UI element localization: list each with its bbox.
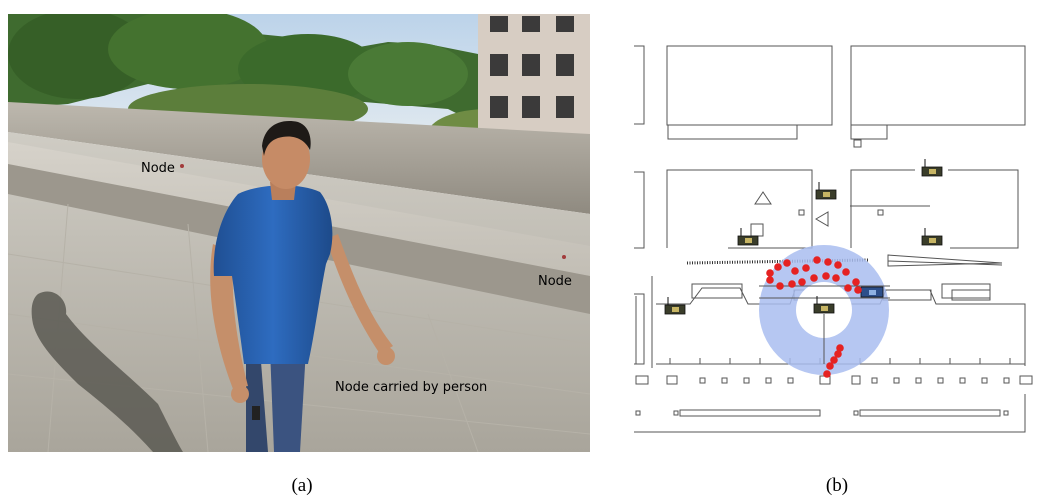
localization-estimate-dot <box>822 272 830 280</box>
localization-estimate-dot <box>834 261 842 269</box>
node-label-top: Node <box>141 161 175 176</box>
fixed-sensor-node-icon <box>921 227 943 246</box>
caption-a: (a) <box>291 475 313 496</box>
localization-estimate-dot <box>766 269 774 277</box>
fixed-sensor-node-icon <box>815 181 837 200</box>
localization-estimate-dot <box>774 263 782 271</box>
localization-estimate-dot <box>826 362 834 370</box>
fixed-sensor-node-icon <box>737 227 759 246</box>
localization-estimate-dot <box>836 344 844 352</box>
localization-estimate-dot <box>824 258 832 266</box>
localization-estimate-dot <box>844 284 852 292</box>
walking-person <box>210 121 395 452</box>
localization-estimate-dot <box>783 259 791 267</box>
localization-estimate-dot <box>823 370 831 378</box>
building <box>478 14 590 149</box>
localization-estimate-dot <box>791 267 799 275</box>
caption-b: (b) <box>825 475 849 496</box>
localization-estimate-dot <box>798 278 806 286</box>
localization-estimate-dot <box>834 350 842 358</box>
fixed-sensor-node-icon <box>921 158 943 177</box>
localization-estimate-dot <box>852 278 860 286</box>
mobile-sensor-node-icon <box>860 286 884 298</box>
fixed-sensor-node-icon <box>664 296 686 315</box>
localization-estimate-dot <box>842 268 850 276</box>
localization-estimate-dot <box>854 286 862 294</box>
photo-panel-a: Node Node Node carried by person <box>8 14 590 452</box>
localization-estimate-dot <box>788 280 796 288</box>
localization-estimate-dot <box>802 264 810 272</box>
person-shadow <box>31 291 184 452</box>
localization-estimate-dot <box>810 274 818 282</box>
node-marker-right <box>562 255 566 259</box>
node-label-person: Node carried by person <box>335 380 487 395</box>
localization-estimates <box>766 256 862 378</box>
localization-estimate-dot <box>813 256 821 264</box>
localization-estimate-dot <box>830 356 838 364</box>
floor-plan-panel-b <box>634 45 1033 433</box>
localization-estimate-dot <box>776 282 784 290</box>
localization-estimate-dot <box>832 274 840 282</box>
localization-estimate-dot <box>766 276 774 284</box>
node-marker-top <box>180 164 184 168</box>
node-label-right: Node <box>538 274 572 289</box>
